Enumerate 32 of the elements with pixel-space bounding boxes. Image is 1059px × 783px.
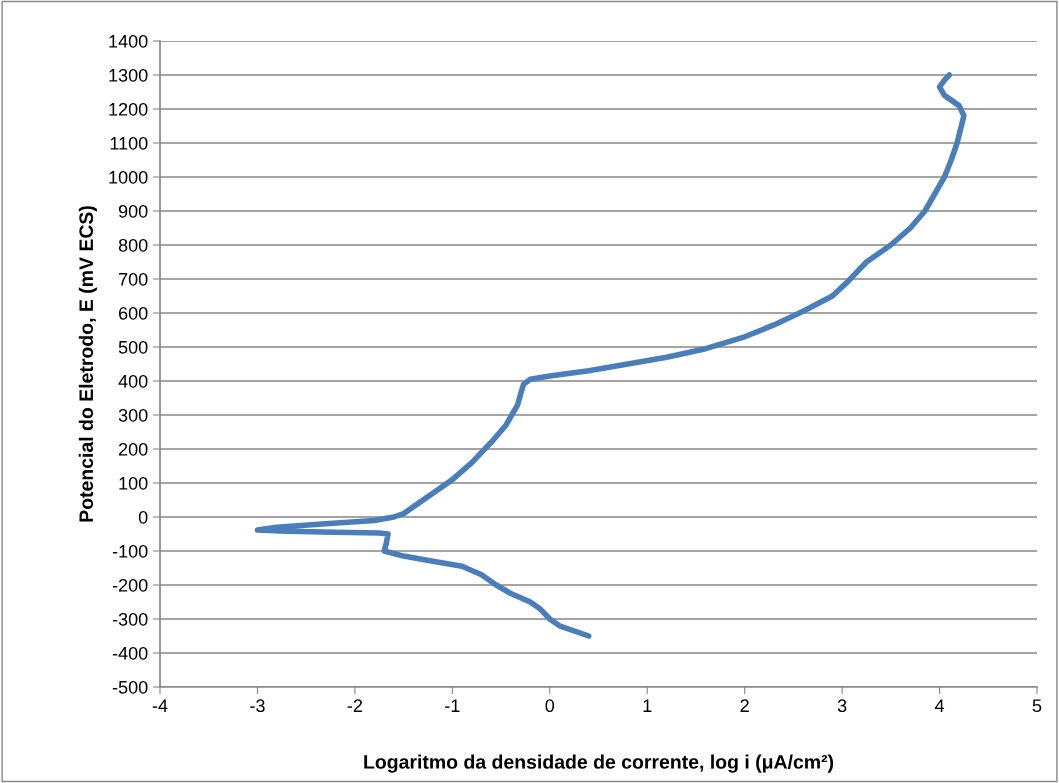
y-tick-label: 500 (118, 340, 148, 354)
y-tick-label: -500 (112, 680, 148, 694)
y-tick-label: 900 (118, 204, 148, 218)
y-tick-label: -400 (112, 646, 148, 660)
y-tick-label: 700 (119, 272, 148, 286)
x-tick-label: 0 (545, 699, 555, 713)
y-tick-label: 100 (119, 476, 148, 490)
x-tick-label: 5 (1032, 699, 1042, 713)
x-tick-label: 3 (837, 699, 847, 713)
x-tick-label: 4 (934, 699, 945, 712)
y-tick-label: 1000 (109, 170, 148, 184)
y-tick-label: 400 (118, 374, 148, 388)
x-tick-label: -3 (250, 699, 265, 713)
y-tick-label: 200 (118, 442, 148, 456)
y-tick-label: 1300 (109, 68, 148, 82)
x-tick-label: 2 (740, 699, 749, 712)
y-tick-label: 1200 (109, 102, 148, 116)
y-tick-label: -100 (112, 544, 148, 558)
y-tick-label: 600 (118, 306, 148, 320)
y-tick-label: 300 (118, 408, 148, 422)
y-tick-label: 0 (138, 510, 148, 524)
y-axis-title: Potencial do Eletrodo, E (mV ECS) (78, 206, 97, 522)
y-tick-label: 800 (118, 238, 148, 252)
x-tick-label: -4 (152, 699, 168, 712)
y-tick-label: -300 (112, 612, 148, 626)
x-tick-label: 1 (643, 699, 652, 712)
y-tick-label: 1100 (110, 136, 148, 150)
x-tick-label: -1 (445, 699, 460, 712)
x-tick-label: -2 (347, 699, 363, 712)
x-axis-title: Logaritmo da densidade de corrente, log i (μA/cm²) (364, 754, 834, 773)
y-tick-label: -200 (112, 578, 148, 592)
y-tick-label: 1400 (109, 34, 148, 48)
